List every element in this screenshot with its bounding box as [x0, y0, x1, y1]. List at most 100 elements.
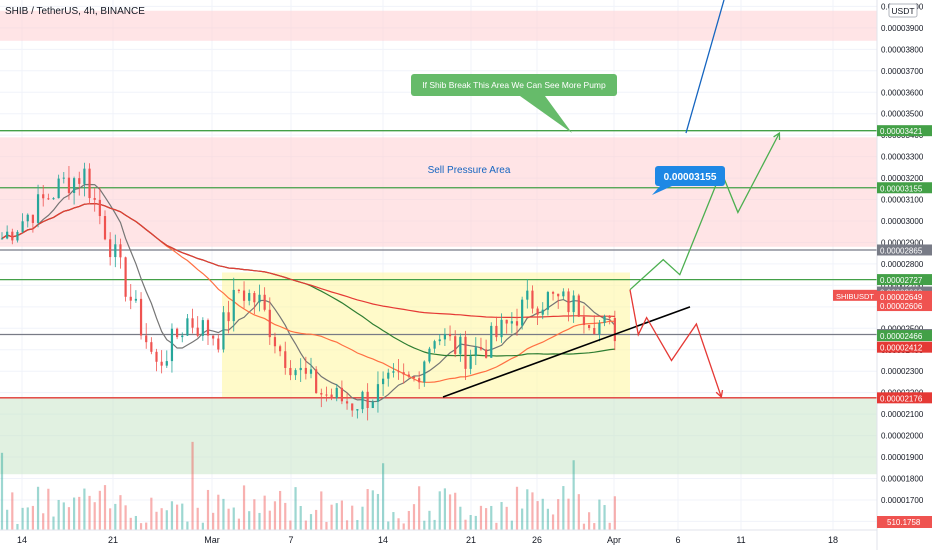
price-tick-label: 0.00003100: [881, 196, 924, 205]
volume-bar: [119, 495, 122, 530]
candle-body: [577, 295, 580, 317]
volume-bar: [222, 498, 225, 530]
volume-bar: [392, 512, 395, 530]
volume-bar: [170, 501, 174, 530]
callout-box: [411, 74, 617, 96]
volume-bar: [139, 523, 143, 530]
price-tick-label: 0.00003700: [881, 67, 924, 76]
volume-bar: [464, 519, 467, 530]
time-tick-label: 11: [736, 535, 745, 545]
volume-bar: [345, 520, 349, 530]
candle-body: [351, 403, 354, 411]
candle-body: [150, 342, 153, 352]
time-tick-label: 7: [288, 535, 293, 545]
blue-projection-line[interactable]: [685, 0, 725, 134]
candle-body: [47, 198, 50, 200]
volume-bar: [206, 489, 210, 530]
price-tick-label: 0.00003600: [881, 88, 924, 97]
candle-body: [176, 328, 179, 338]
green-projection-arrow[interactable]: [629, 132, 780, 291]
candle-body: [356, 409, 359, 411]
price-label-box: [877, 274, 932, 286]
volume-bar: [160, 508, 163, 530]
candle-body: [474, 347, 477, 357]
volume-bar: [217, 494, 220, 530]
volume-bar: [227, 508, 230, 530]
red-projection-arrow[interactable]: [629, 289, 722, 398]
volume-bar: [196, 507, 199, 530]
candle-body: [103, 216, 107, 240]
price-tick-label: 0.00003000: [881, 217, 924, 226]
red-projection-arrow-head: [715, 389, 724, 399]
volume-bar: [258, 512, 261, 530]
volume-bar: [134, 515, 137, 530]
volume-bar: [402, 523, 405, 530]
volume-bar: [603, 505, 606, 530]
volume-bar: [438, 491, 441, 530]
volume-bar: [165, 510, 168, 530]
candle-body: [469, 356, 472, 369]
volume-bar: [273, 501, 277, 530]
currency-badge[interactable]: USDT: [888, 3, 918, 18]
candle-body: [485, 349, 488, 358]
price-axis[interactable]: 0.000040000.000039000.000038000.00003700…: [833, 0, 932, 550]
price-label: 0.00003155: [880, 184, 923, 193]
volume-bar: [469, 515, 472, 530]
volume-bar: [454, 492, 457, 530]
volume-bar: [248, 511, 251, 530]
candle-body: [294, 370, 297, 376]
volume-bar: [16, 523, 19, 530]
candle-body: [562, 291, 565, 297]
candle-body: [412, 376, 416, 379]
volume-bar: [268, 510, 271, 530]
moving-average-line: [1, 183, 616, 403]
volume-bar: [279, 490, 282, 530]
volume-bar: [526, 489, 529, 530]
volume-bar: [186, 521, 189, 530]
volume-bar: [237, 518, 240, 530]
sell-pressure-label: Sell Pressure Area: [428, 165, 511, 176]
volume-bar: [521, 508, 524, 530]
candle-body: [366, 391, 369, 409]
candle-body: [284, 351, 287, 368]
candle-body: [57, 178, 60, 199]
price-label-box: [877, 341, 932, 353]
time-tick-label: 21: [466, 535, 476, 545]
candle-body: [155, 351, 158, 362]
price-label: 0.00002649: [880, 293, 923, 302]
volume-bar: [356, 520, 359, 530]
candle-body: [361, 391, 364, 410]
price-label-box: [877, 244, 932, 256]
time-axis[interactable]: 14 21 Mar 7 14 21 26 Apr 6 11 18: [0, 529, 877, 545]
volume-bar: [479, 505, 483, 530]
candle-body: [521, 299, 524, 326]
price-tick-label: 0.00003800: [881, 45, 924, 54]
volume-bar: [98, 490, 101, 530]
annotations: Sell Pressure Area If Shib Break This Are…: [411, 74, 725, 195]
candle-body: [170, 328, 174, 362]
candle-body: [124, 257, 127, 297]
candle-body: [418, 378, 421, 383]
volume-bar: [315, 509, 318, 530]
price-label: 0.00003421: [880, 127, 923, 136]
time-tick-label: Apr: [607, 535, 621, 545]
candle-body: [428, 348, 431, 362]
volume-bar: [155, 511, 158, 530]
volume-bar: [304, 520, 307, 530]
drawings[interactable]: [442, 0, 781, 399]
candle-body: [392, 371, 395, 373]
candle-body: [0, 238, 4, 240]
candle-body: [309, 369, 313, 374]
candle-body: [289, 367, 292, 376]
candle-body: [433, 341, 436, 349]
candle-body: [613, 317, 616, 342]
volume-bar: [114, 503, 117, 530]
candle-body: [186, 318, 189, 336]
price-tick-label: 0.00002000: [881, 432, 924, 441]
volume-bar: [31, 505, 34, 530]
time-tick-label: 6: [675, 535, 680, 545]
candle-body: [330, 394, 333, 399]
price-label: 0.00002865: [880, 246, 923, 255]
candle-body: [598, 322, 601, 335]
